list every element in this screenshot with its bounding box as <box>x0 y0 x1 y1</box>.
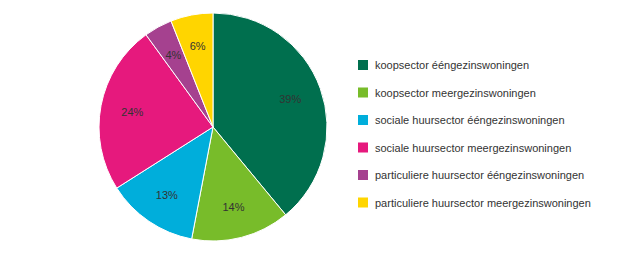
slices <box>99 13 327 241</box>
legend-label: particuliere huursector meergezinswoning… <box>375 197 591 209</box>
chart: 39% 14% 13% 24% 4% 6% koopsector ééngezinswoni… <box>0 0 642 274</box>
legend-swatch <box>358 170 368 180</box>
legend-swatch <box>358 60 368 70</box>
data-labels: 39% 14% 13% 24% 4% 6% <box>121 40 301 212</box>
legend-swatch <box>358 115 368 125</box>
legend: koopsector ééngezinswoningen koopsector m… <box>358 59 591 209</box>
data-label: 14% <box>222 201 244 213</box>
data-label: 6% <box>190 40 206 52</box>
pie-slice <box>171 13 213 127</box>
legend-label: koopsector ééngezinswoningen <box>375 59 529 71</box>
legend-swatch <box>358 143 368 153</box>
data-label: 39% <box>279 93 301 105</box>
chart-svg: 39% 14% 13% 24% 4% 6% koopsector ééngezinswoni… <box>0 0 642 274</box>
legend-swatch <box>358 198 368 208</box>
legend-label: particuliere huursector ééngezinswoninge… <box>375 169 584 181</box>
legend-swatch <box>358 88 368 98</box>
data-label: 4% <box>166 49 182 61</box>
legend-label: koopsector meergezinswoningen <box>375 87 536 99</box>
data-label: 24% <box>121 106 143 118</box>
legend-label: sociale huursector ééngezinswoningen <box>375 114 565 126</box>
legend-label: sociale huursector meergezinswoningen <box>375 142 571 154</box>
data-label: 13% <box>156 189 178 201</box>
